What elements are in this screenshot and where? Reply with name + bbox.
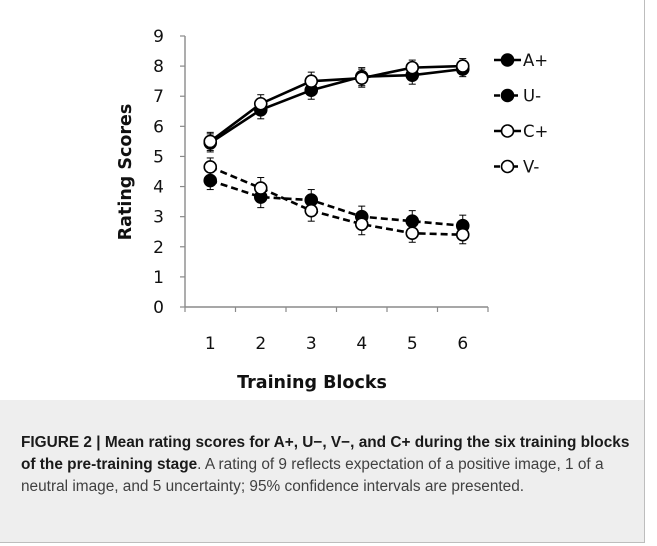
series-line xyxy=(209,179,463,227)
y-axis-title: Rating Scores xyxy=(116,104,136,241)
y-tick-label: 3 xyxy=(153,208,164,228)
y-tick-label: 8 xyxy=(153,57,164,77)
y-tick-label: 9 xyxy=(153,27,164,47)
legend-item: A+ xyxy=(494,51,548,70)
series-a-plus xyxy=(203,61,470,153)
y-tick-label: 5 xyxy=(153,147,164,167)
legend-label: V- xyxy=(523,158,539,177)
x-tick-label: 5 xyxy=(407,334,418,354)
figure-frame xyxy=(0,0,645,543)
legend-label: U- xyxy=(523,87,541,106)
x-tick-label: 4 xyxy=(356,334,367,354)
series-line xyxy=(209,64,463,143)
x-tick-label: 2 xyxy=(255,334,266,354)
chart-axes xyxy=(180,35,489,312)
x-tick-label: 1 xyxy=(205,334,216,354)
data-point xyxy=(405,226,420,241)
data-point xyxy=(304,203,319,218)
data-point xyxy=(203,160,218,174)
y-tick-label: 7 xyxy=(153,87,164,107)
y-tick-label: 4 xyxy=(153,178,164,198)
caption-body: . A rating of 9 reflects expectation of … xyxy=(21,456,604,495)
legend-item: V- xyxy=(494,158,539,177)
legend-item: C+ xyxy=(494,122,548,141)
data-point xyxy=(405,60,420,75)
series-line xyxy=(209,67,463,144)
legend-marker xyxy=(500,159,515,174)
y-tick-label: 2 xyxy=(153,238,164,258)
x-tick-labels: 1 2 3 4 5 6 xyxy=(205,334,468,354)
caption-background xyxy=(0,400,644,542)
series-c-plus xyxy=(203,58,470,151)
legend-item: U- xyxy=(494,87,541,106)
legend-marker xyxy=(500,88,515,103)
legend-label: C+ xyxy=(523,122,548,141)
caption-lead: FIGURE 2 | Mean rating scores for A+, U−… xyxy=(21,434,630,473)
data-point xyxy=(455,227,470,242)
data-point xyxy=(253,96,268,111)
x-tick-label: 6 xyxy=(457,334,468,354)
figure-caption: FIGURE 2 | Mean rating scores for A+, U−… xyxy=(21,432,631,498)
y-tick-label: 1 xyxy=(153,268,164,288)
data-point xyxy=(455,59,470,73)
series-line xyxy=(209,165,463,237)
x-tick-label: 3 xyxy=(306,334,317,354)
series-v-minus xyxy=(203,157,470,245)
chart-legend: A+ U- C+ V- xyxy=(494,51,548,177)
data-point xyxy=(354,71,369,85)
x-axis-title: Training Blocks xyxy=(237,373,387,393)
data-point xyxy=(304,74,319,88)
legend-label: A+ xyxy=(523,51,548,70)
chart-series xyxy=(203,58,470,245)
y-tick-label: 6 xyxy=(153,117,164,137)
y-tick-labels: 0 1 2 3 4 5 6 7 8 9 xyxy=(153,27,164,318)
legend-marker xyxy=(500,124,515,138)
data-point xyxy=(253,181,268,195)
legend-marker xyxy=(500,53,515,67)
y-tick-label: 0 xyxy=(153,298,164,318)
line-chart: 0 1 2 3 4 5 6 7 8 9 1 2 3 4 5 6 A+ U- C+ V- Training Bloc… xyxy=(116,27,548,393)
data-point xyxy=(203,134,218,149)
data-point xyxy=(354,217,369,231)
